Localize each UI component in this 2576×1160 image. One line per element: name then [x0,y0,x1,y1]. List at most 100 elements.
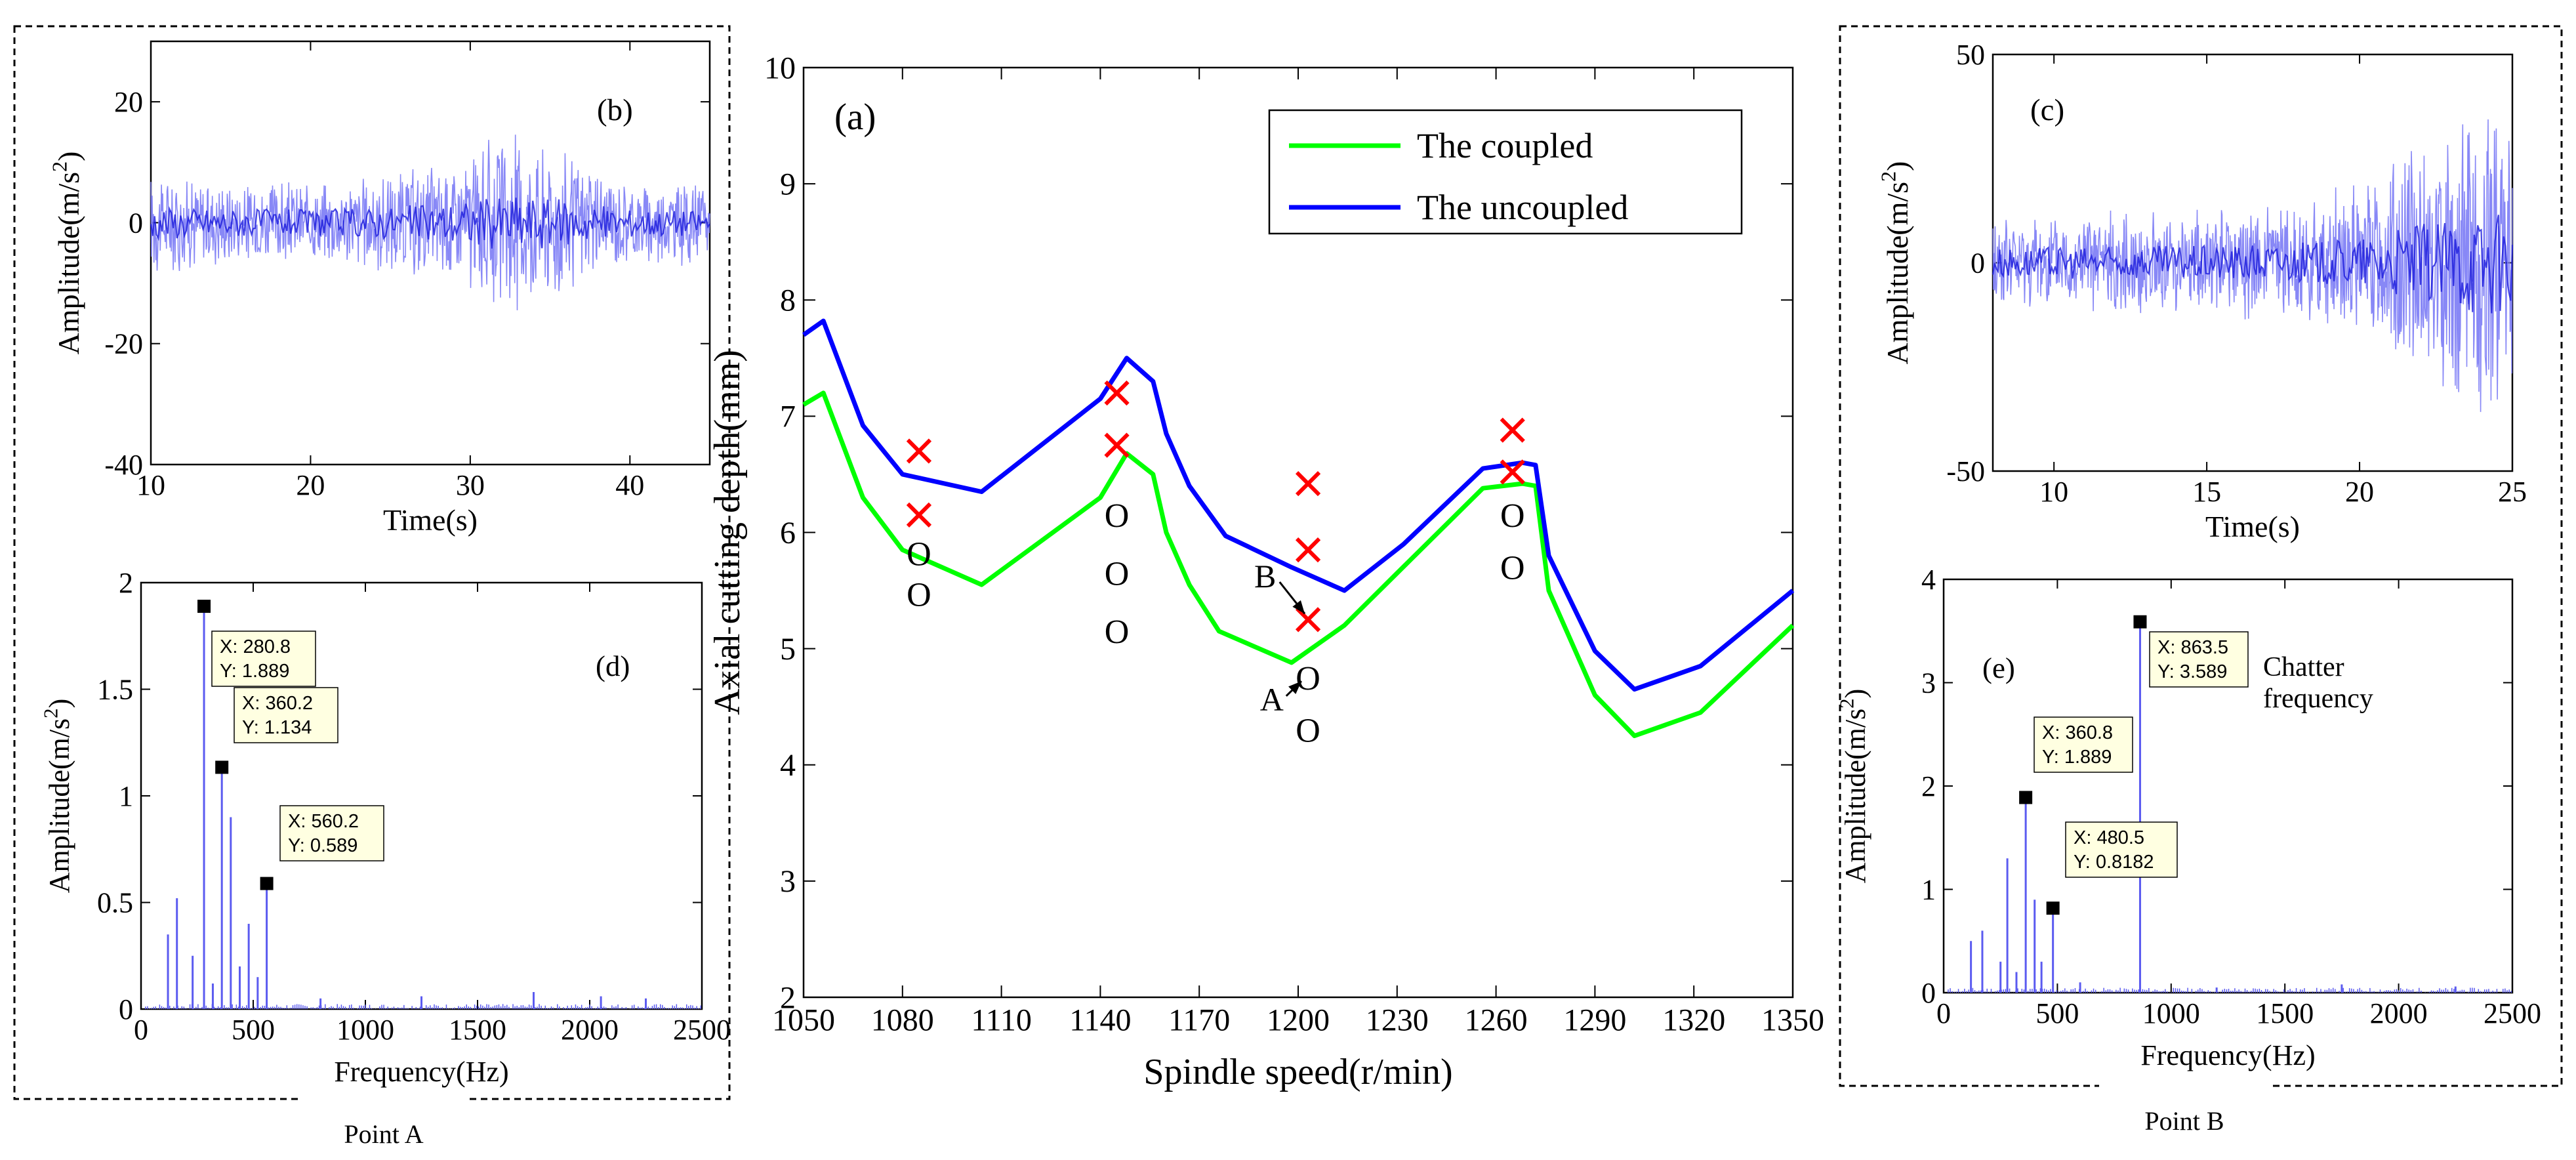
y-tick-label: 1 [1921,873,1936,905]
panel-label: (c) [2030,93,2064,127]
x-axis-label: Spindle speed(r/min) [1143,1052,1452,1092]
x-tick-label: 1170 [1168,1003,1230,1037]
x-tick-label: 1290 [1563,1003,1626,1037]
datatip-y: Y: 1.889 [2042,747,2112,768]
x-tick-label: 500 [2035,997,2079,1029]
y-tick-label: 3 [780,864,796,899]
annotation-arrow-head [1288,681,1302,694]
annotation-label-a: A [1260,681,1284,718]
y-tick-label: 5 [780,632,796,667]
chatter-marker-stroke [1104,380,1130,406]
chatter-marker-stroke [1104,432,1130,458]
y-tick-label: 2 [1921,770,1936,802]
x-tick-label: 20 [296,469,325,501]
legend-label: The coupled [1417,126,1593,165]
chatter-marker [1500,417,1525,443]
y-tick-label: 1 [119,780,133,812]
datatip-y: Y: 1.134 [242,717,312,738]
y-tick-label: 20 [114,86,143,118]
chatter-marker-stroke [1295,537,1321,563]
y-tick-label: -40 [104,449,143,481]
chatter-marker-stroke [1500,417,1525,443]
datatip-box [279,805,384,861]
y-axis-label-superscript: 2 [48,161,72,172]
panel-label: (b) [597,93,633,127]
chatter-marker-stroke [1295,470,1321,497]
y-tick-label: 0.5 [97,886,133,919]
y-axis-label-close: ) [1839,689,1871,699]
y-axis-label-superscript: 2 [1877,171,1900,182]
series-line-uncoupled [802,318,1795,692]
stable-marker: O [907,535,931,573]
datatip-box [2065,821,2178,878]
y-axis-label-close: ) [1881,161,1914,171]
y-tick-label: 7 [780,400,796,434]
x-tick-label: 2000 [2370,997,2428,1029]
x-tick-label: 10 [136,469,165,501]
datatip-y: Y: 1.889 [220,661,289,682]
stable-marker: O [1105,613,1130,651]
y-axis-label-close: ) [52,152,85,161]
datatip-marker [2046,901,2060,915]
y-tick-label: 4 [780,748,796,783]
datatip-y: Y: 0.589 [288,835,358,856]
datatip-box [234,687,338,743]
x-tick-label: 15 [2192,476,2221,508]
chatter-marker [1104,380,1130,406]
legend-box [1268,109,1743,235]
y-axis-label-text: Axial cutting depth(mm) [707,350,748,715]
datatip-x: X: 360.2 [242,693,313,714]
datatip-x: X: 863.5 [2157,637,2228,658]
x-tick-label: 1500 [2256,997,2314,1029]
datatip-box [2034,716,2133,773]
x-tick-label: 2500 [673,1014,731,1046]
datatip: X: 560.2 Y: 0.589 [279,805,384,861]
x-tick-label: 1350 [1761,1003,1824,1037]
datatip-x: X: 360.8 [2042,722,2113,743]
panel-label: (e) [1982,652,2015,684]
y-tick-label: 50 [1956,39,1985,71]
datatip: X: 360.2 Y: 1.134 [234,687,338,743]
x-tick-label: 500 [232,1014,275,1046]
signal-trace-core [1992,215,2514,314]
y-tick-label: 2 [780,980,796,1015]
chatter-marker [906,438,932,464]
x-tick-label: 1500 [449,1014,506,1046]
stable-marker: O [1296,713,1320,750]
y-axis-label-text: Amplitude(m/s [1839,709,1871,883]
legend: The coupled The uncoupled [1268,109,1743,235]
datatip-y: Y: 0.8182 [2074,852,2154,873]
y-tick-label: 9 [780,167,796,201]
chatter-marker [906,502,932,528]
y-axis-label: Amplitude(m/s2) [48,152,85,355]
x-tick-label: 40 [615,469,644,501]
y-axis-label-text: Amplitude(m/s [1881,182,1914,365]
stable-marker: O [907,576,931,613]
y-tick-label: 10 [764,51,796,85]
chatter-marker [1500,459,1525,485]
datatip-marker [2133,615,2147,629]
point-b-caption: Point B [2144,1106,2224,1136]
chatter-marker [1295,607,1321,632]
x-tick-label: 2500 [2484,997,2541,1029]
y-tick-label: 0 [119,993,133,1025]
stable-marker: O [1500,497,1525,535]
chatter-marker [1295,470,1321,497]
y-tick-label: 1.5 [97,673,133,705]
y-axis-label: Amplitude(m/s2) [1877,161,1914,365]
y-tick-label: -50 [1946,455,1985,487]
x-axis-label: Frequency(Hz) [2140,1039,2315,1071]
stable-marker: O [1500,550,1525,587]
chatter-marker [1295,537,1321,563]
x-tick-label: 25 [2498,476,2527,508]
y-axis-label-superscript: 2 [39,708,62,718]
datatip-x: X: 280.8 [220,636,291,657]
y-axis-label-text: Amplitude(m/s [43,718,75,893]
y-axis-label-text: Amplitude(m/s [52,172,85,355]
signal-trace [150,135,710,310]
chatter-frequency-note: Chatter [2263,652,2344,682]
datatip-marker [2019,791,2033,804]
y-tick-label: 0 [1971,247,1985,279]
x-tick-label: 10 [2039,476,2068,508]
